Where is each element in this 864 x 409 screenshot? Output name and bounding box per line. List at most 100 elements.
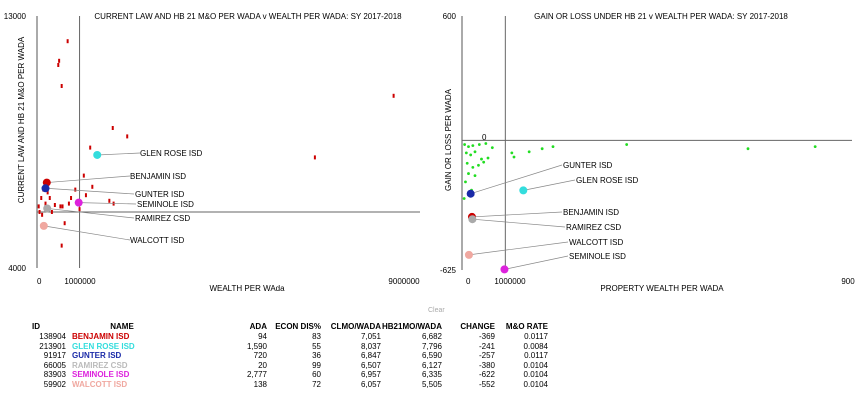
data-point <box>462 197 466 200</box>
data-point <box>58 58 61 63</box>
data-point <box>746 147 750 151</box>
y-tick-label: 600 <box>443 12 457 21</box>
y-tick-label: 13000 <box>4 12 27 21</box>
col-header-econ: ECON DIS% <box>275 321 321 331</box>
col-header-clmo: CLMO/WADA <box>330 321 381 331</box>
table-cell-id: 213901 <box>39 341 66 351</box>
highlight-point <box>39 221 48 230</box>
leader-line <box>470 164 563 195</box>
data-point <box>61 204 64 209</box>
chart-right-group: GAIN OR LOSS UNDER HB 21 v WEALTH PER WA… <box>440 12 855 293</box>
col-header-ada: ADA <box>249 321 267 331</box>
table-cell-id: 83903 <box>43 370 66 379</box>
leader-line <box>43 225 131 241</box>
data-point <box>477 143 481 146</box>
x-tick-label: 0 <box>466 277 471 286</box>
table-cell-ada: 1,590 <box>246 341 267 351</box>
table-cell-econ: 83 <box>312 332 321 341</box>
table-cell-rate: 0.0117 <box>524 332 548 341</box>
highlight-point <box>93 150 102 159</box>
table-cell-name: SEMINOLE ISD <box>72 370 130 379</box>
table-cell-name: GUNTER ISD <box>72 351 122 360</box>
data-point <box>111 126 114 130</box>
data-point <box>313 155 316 160</box>
clear-button[interactable]: Clear <box>428 307 445 314</box>
leader-line <box>471 211 563 218</box>
highlight-label: GLEN ROSE ISD <box>140 149 202 158</box>
table-cell-clmo: 6,507 <box>360 360 381 370</box>
table-cell-name: RAMIREZ CSD <box>72 360 128 370</box>
data-point <box>473 174 477 178</box>
table-cell-clmo: 6,847 <box>360 351 381 360</box>
table-cell-rate: 0.0117 <box>524 351 548 360</box>
table-cell-econ: 99 <box>312 360 321 370</box>
col-header-hb21: HB21MO/WADA <box>381 321 442 331</box>
leader-line <box>45 187 135 195</box>
table-cell-hb21: 6,682 <box>421 332 442 341</box>
data-point <box>486 156 490 160</box>
data-point <box>465 161 469 165</box>
x-tick-label: 900 <box>841 277 855 286</box>
highlight-point <box>466 189 475 198</box>
table-cell-rate: 0.0104 <box>523 360 548 370</box>
data-point <box>551 145 555 149</box>
data-point <box>463 143 466 146</box>
data-point <box>484 142 488 145</box>
data-point <box>59 204 62 209</box>
table-cell-rate: 0.0084 <box>523 341 548 351</box>
table-cell-change: -622 <box>478 370 495 379</box>
data-point <box>490 146 494 150</box>
highlight-point <box>41 184 50 193</box>
table-cell-id: 59902 <box>43 379 66 389</box>
table-row: 83903 SEMINOLE ISD 2,777 60 6,957 6,335 -622 0.… <box>6 370 548 380</box>
table-cell-change: -257 <box>478 351 495 360</box>
table-cell-ada: 2,777 <box>246 370 267 379</box>
table-cell-name: BENJAMIN ISD <box>72 332 130 341</box>
col-header-change: CHANGE <box>460 321 495 331</box>
table-cell-hb21: 6,335 <box>421 370 442 379</box>
data-point <box>50 210 53 214</box>
table-row: 213901 GLEN ROSE ISD 1,590 55 8,037 7,796 -241… <box>6 342 548 352</box>
y-tick-label: -625 <box>440 266 457 275</box>
table-cell-change: -241 <box>478 341 495 351</box>
chart-left: CURRENT LAW AND HB 21 M&O PER WADA v WEA… <box>4 12 855 293</box>
table-cell-ada: 138 <box>253 379 267 389</box>
leader-line <box>78 202 137 205</box>
data-point <box>469 153 473 157</box>
data-point <box>471 144 475 147</box>
leader-line <box>523 179 576 191</box>
highlight-label: BENJAMIN ISD <box>130 172 186 181</box>
data-point <box>41 212 44 217</box>
data-point <box>510 151 514 155</box>
table-cell-hb21: 5,505 <box>421 379 442 389</box>
data-point <box>63 221 66 226</box>
y-tick-label: 0 <box>482 133 487 142</box>
table-cell-id: 91917 <box>43 351 66 360</box>
x-tick-label: 0 <box>37 277 42 286</box>
highlight-point <box>500 265 509 274</box>
data-point <box>464 151 468 155</box>
x-tick-label: 1000000 <box>494 277 526 286</box>
table-cell-ada: 20 <box>258 360 267 370</box>
leader-line <box>97 152 141 156</box>
table-cell-ada: 720 <box>253 351 267 360</box>
highlight-label: SEMINOLE ISD <box>569 252 626 261</box>
highlight-label: RAMIREZ CSD <box>566 223 621 232</box>
data-point <box>91 184 94 189</box>
highlight-label: WALCOTT ISD <box>569 238 623 247</box>
table-cell-id: 138904 <box>39 332 66 341</box>
y-tick-label: 4000 <box>8 264 26 273</box>
data-point <box>44 201 47 206</box>
data-point <box>40 196 43 200</box>
leader-line <box>46 175 131 183</box>
data-point <box>392 93 395 98</box>
highlight-label: GUNTER ISD <box>563 161 613 170</box>
table-cell-clmo: 6,057 <box>360 379 381 389</box>
data-point <box>38 210 41 214</box>
x-axis-label: PROPERTY WEALTH PER WADA <box>600 284 724 293</box>
leader-line <box>47 208 135 219</box>
chart-title: GAIN OR LOSS UNDER HB 21 v WEALTH PER WA… <box>534 12 788 21</box>
data-point <box>464 180 467 184</box>
table-row: 91917 GUNTER ISD 720 36 6,847 6,590 -257 0.0117 <box>6 351 548 361</box>
table-cell-econ: 36 <box>312 351 321 360</box>
